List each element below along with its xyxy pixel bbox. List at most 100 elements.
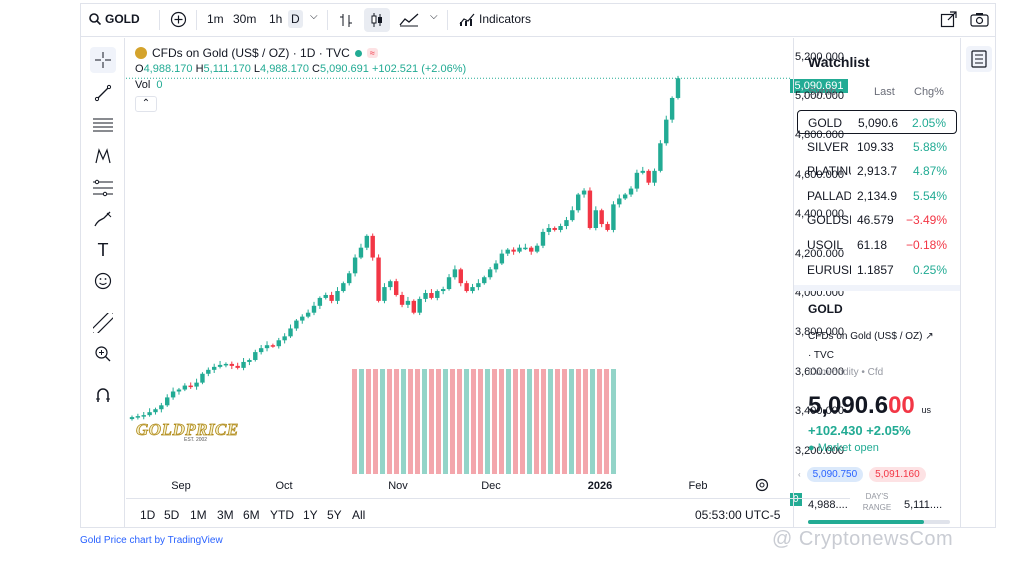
external-link-icon[interactable]: ↗ — [925, 331, 934, 342]
footer-credit[interactable]: Gold Price chart by TradingView — [80, 535, 223, 546]
candle-body — [229, 363, 235, 366]
watchlist-row[interactable]: SILVER 109.33 5.88% — [797, 135, 957, 159]
candle-body — [411, 300, 417, 313]
range-6m-button[interactable]: 6M — [243, 508, 260, 522]
chart-settings-button[interactable] — [755, 478, 769, 495]
watchlist-row[interactable]: EURUSD 1.1857 0.25% — [797, 258, 957, 282]
column-symbol[interactable]: Symb — [808, 86, 837, 98]
range-1y-button[interactable]: 1Y — [303, 508, 318, 522]
add-circle-icon — [170, 11, 187, 28]
candle-body — [452, 269, 458, 278]
volume-bar — [569, 369, 574, 474]
candle-body — [129, 417, 135, 420]
chart-style-dropdown-chevron-icon[interactable]: ⌵ — [430, 11, 438, 22]
watchlist-toggle-button[interactable] — [966, 46, 992, 72]
ruler-icon[interactable] — [90, 310, 116, 336]
volume-bar — [366, 369, 371, 474]
watchlist-symbol: SILVER — [807, 139, 849, 154]
price-tick: 3,600.000 — [795, 365, 844, 378]
trend-line-icon[interactable] — [90, 80, 116, 106]
candle-body — [640, 170, 645, 173]
range-3m-button[interactable]: 3M — [217, 508, 234, 522]
candle-body — [247, 359, 252, 362]
brush-icon[interactable] — [90, 206, 116, 232]
chart-legend: CFDs on Gold (US$ / OZ) · 1D · TVC ≈ — [135, 46, 378, 60]
column-last[interactable]: Last — [874, 86, 895, 98]
delayed-data-badge-icon: ≈ — [366, 48, 378, 58]
prediction-icon[interactable] — [90, 175, 116, 201]
zoom-in-icon[interactable] — [90, 341, 116, 367]
candle-body — [376, 257, 381, 301]
timezone-clock[interactable]: 05:53:00 UTC-5 — [695, 508, 781, 522]
magnet-icon[interactable] — [90, 382, 116, 408]
detail-change: +102.430 +2.05% — [808, 423, 911, 438]
range-1d-button[interactable]: 1D — [140, 508, 156, 522]
detail-name[interactable]: CFDs on Gold (US$ / OZ) ↗ — [808, 331, 934, 342]
interval-dropdown-chevron-icon[interactable]: ⌵ — [310, 11, 318, 22]
crosshair-icon[interactable] — [90, 47, 116, 73]
price-chart[interactable]: CFDs on Gold (US$ / OZ) · 1D · TVC ≈ O4,… — [126, 38, 792, 496]
watchlist-change: 4.87% — [912, 164, 947, 179]
candle-body — [405, 300, 411, 305]
watchlist-row[interactable]: USOIL 61.18 −0.18% — [797, 233, 957, 257]
candle-body — [458, 269, 463, 284]
drag-handle-icon[interactable]: ⋮ — [799, 87, 810, 99]
range-1m-button[interactable]: 1M — [190, 508, 207, 522]
time-axis[interactable]: Sep Oct Nov Dec 2026 Feb — [126, 474, 792, 496]
candle-body — [487, 269, 493, 278]
candle-body — [581, 190, 587, 195]
watchlist-row[interactable]: GOLD 5,090.6 2.05% — [797, 110, 957, 134]
candle-body — [564, 220, 569, 227]
volume-bar — [520, 369, 525, 474]
range-5y-button[interactable]: 5Y — [327, 508, 342, 522]
bar-style-button[interactable] — [339, 12, 353, 28]
volume-bar — [415, 369, 420, 474]
emoji-icon[interactable] — [90, 268, 116, 294]
legend-title: CFDs on Gold (US$ / OZ) · 1D · TVC — [152, 46, 350, 60]
detail-category: Commodity • Cfd — [808, 367, 884, 378]
volume-bar — [534, 369, 539, 474]
fib-retracement-icon[interactable] — [90, 112, 116, 138]
candle-body — [476, 283, 481, 288]
volume-bar — [429, 369, 434, 474]
candle-body — [423, 293, 428, 299]
watchlist-panel: Watchlist ⋮ Symb Last Chg% GOLD 5,090.6 2.… — [793, 38, 960, 527]
candle-body — [511, 249, 516, 252]
area-style-button[interactable] — [399, 13, 419, 27]
camera-icon — [970, 13, 989, 27]
interval-30m-button[interactable]: 30m — [233, 12, 257, 26]
volume-bar — [485, 369, 490, 474]
interval-1m-button[interactable]: 1m — [207, 12, 224, 26]
candle-body — [135, 416, 141, 418]
interval-1h-button[interactable]: 1h — [269, 12, 283, 26]
interval-d-button[interactable]: D — [288, 10, 303, 28]
watchlist-last: 61.18 — [857, 238, 888, 252]
compare-symbol-button[interactable] — [170, 11, 187, 28]
change-value: +102.521 (+2.06%) — [371, 63, 467, 75]
candle-body — [388, 281, 393, 288]
candle-body — [182, 385, 188, 390]
candle-body — [270, 345, 276, 347]
indicators-button[interactable]: Indicators — [459, 12, 531, 26]
candle-body — [370, 235, 375, 258]
text-tool-icon[interactable]: T — [97, 239, 109, 260]
fullscreen-button[interactable] — [940, 11, 957, 28]
range-all-button[interactable]: All — [352, 508, 366, 522]
close-value: 5,090.691 — [319, 63, 369, 75]
column-chg[interactable]: Chg% — [914, 86, 944, 98]
watchlist-row[interactable]: PALLAD 2,134.9 5.54% — [797, 184, 957, 208]
candlestick-plot[interactable] — [126, 38, 792, 474]
time-tick: Nov — [388, 480, 408, 492]
range-5d-button[interactable]: 5D — [164, 508, 180, 522]
candles-style-button[interactable] — [364, 8, 390, 32]
volume-bar — [380, 369, 385, 474]
range-ytd-button[interactable]: YTD — [270, 508, 294, 522]
watchlist-row[interactable]: GOLDSI 46.579 −3.49% — [797, 208, 957, 232]
screenshot-button[interactable] — [970, 12, 989, 27]
pattern-icon[interactable] — [90, 143, 116, 169]
time-tick: 2026 — [587, 480, 613, 492]
symbol-search[interactable]: GOLD — [89, 12, 140, 26]
volume-bar — [408, 369, 413, 474]
collapse-legend-button[interactable]: ⌃ — [135, 96, 157, 112]
watchlist-row[interactable]: PLATINU 2,913.7 4.87% — [797, 159, 957, 183]
